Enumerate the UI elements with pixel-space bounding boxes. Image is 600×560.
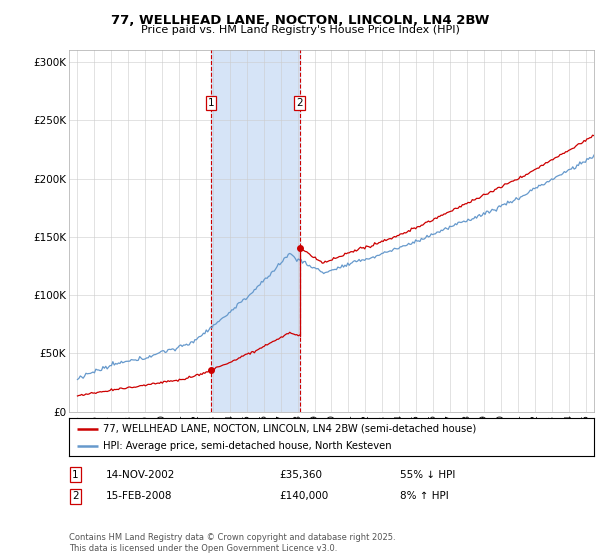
Text: 1: 1 — [208, 98, 214, 108]
Text: 15-FEB-2008: 15-FEB-2008 — [106, 492, 172, 501]
Text: £140,000: £140,000 — [279, 492, 328, 501]
Text: £35,360: £35,360 — [279, 469, 322, 479]
Text: HPI: Average price, semi-detached house, North Kesteven: HPI: Average price, semi-detached house,… — [103, 441, 392, 451]
Text: 14-NOV-2002: 14-NOV-2002 — [106, 469, 175, 479]
Text: 77, WELLHEAD LANE, NOCTON, LINCOLN, LN4 2BW (semi-detached house): 77, WELLHEAD LANE, NOCTON, LINCOLN, LN4 … — [103, 423, 476, 433]
Text: Contains HM Land Registry data © Crown copyright and database right 2025.
This d: Contains HM Land Registry data © Crown c… — [69, 533, 395, 553]
Text: 2: 2 — [296, 98, 303, 108]
Text: 1: 1 — [72, 469, 79, 479]
Text: 77, WELLHEAD LANE, NOCTON, LINCOLN, LN4 2BW: 77, WELLHEAD LANE, NOCTON, LINCOLN, LN4 … — [111, 14, 489, 27]
Text: 2: 2 — [72, 492, 79, 501]
Text: Price paid vs. HM Land Registry's House Price Index (HPI): Price paid vs. HM Land Registry's House … — [140, 25, 460, 35]
Text: 8% ↑ HPI: 8% ↑ HPI — [400, 492, 449, 501]
Text: 55% ↓ HPI: 55% ↓ HPI — [400, 469, 455, 479]
Bar — [211, 50, 299, 412]
